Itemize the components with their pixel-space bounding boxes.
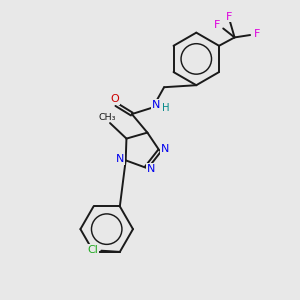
Text: CH₃: CH₃ (99, 112, 116, 122)
Text: N: N (161, 144, 170, 154)
Text: N: N (152, 100, 160, 110)
Text: Cl: Cl (88, 244, 98, 254)
Text: F: F (226, 11, 233, 22)
Text: O: O (110, 94, 119, 104)
Text: F: F (214, 20, 220, 30)
Text: N: N (147, 164, 156, 174)
Text: N: N (116, 154, 124, 164)
Text: H: H (161, 103, 169, 113)
Text: F: F (254, 28, 260, 38)
